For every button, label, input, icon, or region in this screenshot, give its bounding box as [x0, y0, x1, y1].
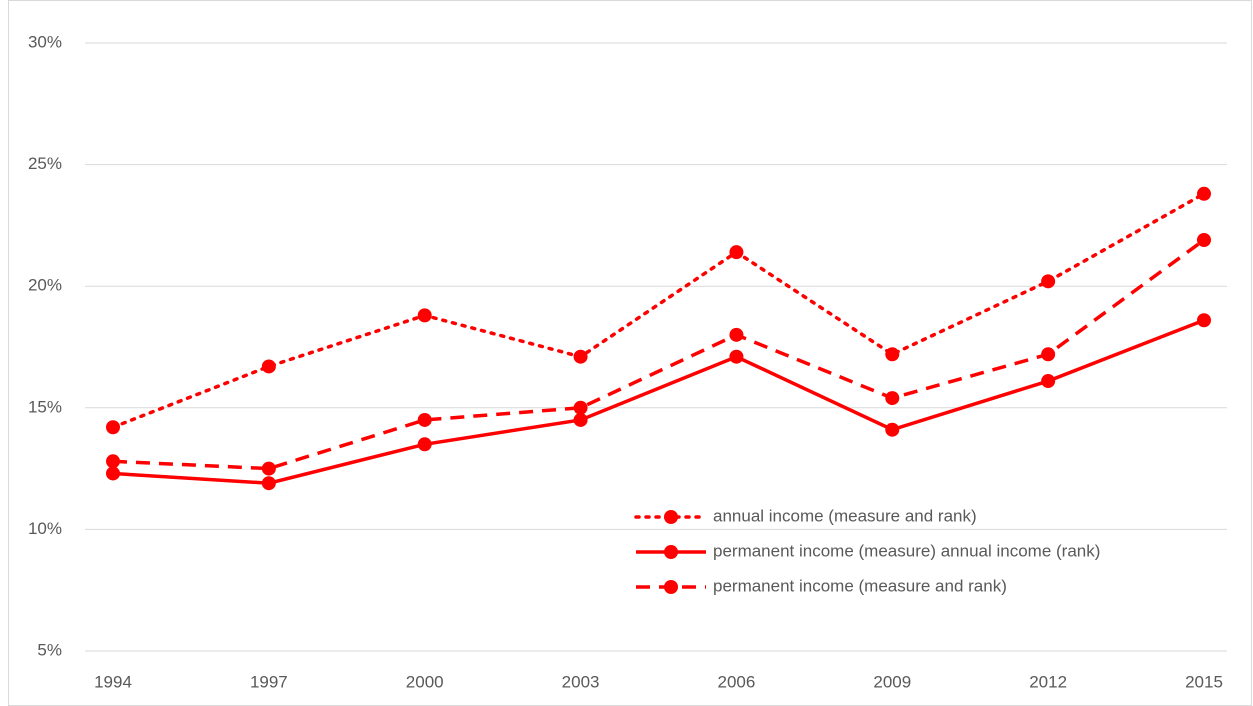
legend-label: permanent income (measure) annual income…: [713, 541, 1100, 560]
data-point: [261, 359, 276, 374]
x-tick-label: 2012: [1029, 672, 1067, 691]
x-tick-label: 2006: [718, 672, 756, 691]
data-point: [1197, 313, 1211, 328]
data-point: [885, 347, 900, 362]
data-point: [885, 391, 900, 406]
series-line: [112, 318, 1205, 485]
x-tick-label: 2003: [562, 672, 600, 691]
y-tick-label: 30%: [28, 32, 62, 51]
data-point: [1041, 274, 1056, 289]
data-point: [1041, 347, 1056, 362]
x-tick-label: 2015: [1185, 672, 1223, 691]
legend-label: annual income (measure and rank): [713, 506, 977, 525]
x-tick-label: 1997: [250, 672, 288, 691]
data-point: [729, 349, 744, 364]
data-point: [573, 349, 588, 364]
data-point: [729, 245, 744, 260]
data-point: [1041, 374, 1056, 389]
y-tick-label: 10%: [28, 519, 62, 538]
data-point: [106, 454, 120, 469]
data-point: [729, 327, 744, 342]
legend-marker: [664, 545, 678, 559]
x-tick-label: 2009: [873, 672, 911, 691]
x-tick-label: 1994: [94, 672, 132, 691]
data-point: [417, 308, 432, 323]
series-line: [112, 238, 1206, 471]
y-tick-label: 25%: [28, 154, 62, 173]
data-point: [1197, 186, 1211, 201]
data-point: [261, 476, 276, 491]
data-point: [106, 466, 120, 481]
data-point: [1197, 232, 1211, 247]
legend-marker: [664, 580, 678, 594]
data-point: [417, 437, 432, 452]
legend-label: permanent income (measure and rank): [713, 576, 1007, 595]
y-tick-label: 5%: [37, 640, 62, 659]
y-tick-label: 15%: [28, 397, 62, 416]
data-point: [573, 412, 588, 427]
chart-frame: [8, 0, 1252, 706]
data-point: [417, 412, 432, 427]
data-point: [106, 420, 120, 435]
data-point: [261, 461, 276, 476]
legend-marker: [664, 510, 678, 524]
data-point: [885, 422, 900, 437]
series-line: [111, 192, 1206, 430]
x-tick-label: 2000: [406, 672, 444, 691]
y-tick-label: 20%: [28, 276, 62, 295]
data-point: [573, 400, 588, 415]
